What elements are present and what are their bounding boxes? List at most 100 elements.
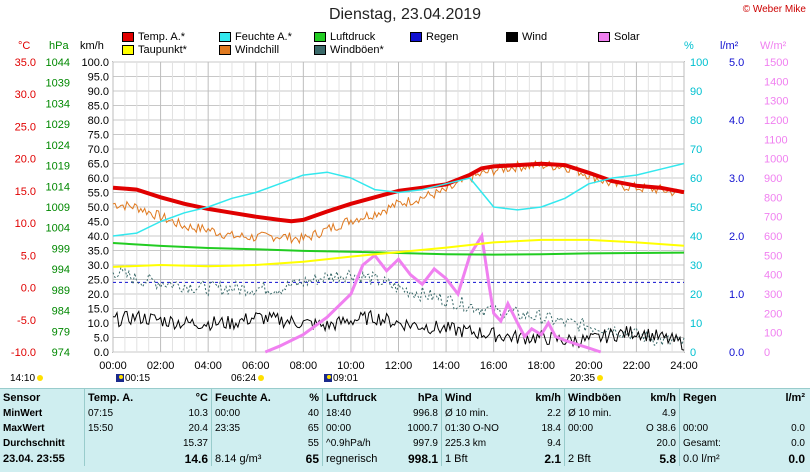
sunset-label: 20:35	[570, 373, 604, 384]
x-tick-label: 02:00	[147, 360, 175, 372]
pressure-tick-label: 999	[52, 243, 70, 255]
weather-chart: 35.0 30.0 25.0 20.0 15.0 10.0 5.0 0.0 -5.0 -10.0 1…	[11, 57, 789, 372]
wind-tick-label: 15.0	[88, 304, 109, 316]
rain-tick-label: 4.0	[729, 115, 744, 127]
header-cell: km/h	[535, 391, 561, 404]
table-cell: Gesamt:	[679, 436, 746, 451]
wind-tick-label: 85.0	[88, 101, 109, 113]
humidity-tick-label: 50	[690, 202, 702, 214]
solar-tick-label: 600	[764, 231, 782, 243]
table-cell: Ø 10 min.	[441, 406, 518, 421]
humidity-tick-label: 60	[690, 173, 702, 185]
legend-item: Windböen*	[314, 44, 384, 56]
legend-item: Regen	[410, 31, 458, 43]
legend-item: Luftdruck	[314, 31, 375, 43]
sunrise-label: 06:24	[231, 373, 265, 384]
pressure-tick-label: 1009	[46, 202, 70, 214]
x-tick-label: 08:00	[290, 360, 318, 372]
rain-tick-label: 3.0	[729, 173, 744, 185]
legend-item: Feuchte A.*	[219, 31, 292, 43]
table-cell: 0.0 l/m²	[679, 451, 746, 466]
humidity-tick-label: 20	[690, 289, 702, 301]
humidity-tick-label: 70	[690, 144, 702, 156]
table-cell: 225.3 km	[441, 436, 518, 451]
table-cell: regnerisch	[322, 451, 393, 466]
table-cell: ^0.9hPa/h	[322, 436, 393, 451]
wind-tick-label: 20.0	[88, 289, 109, 301]
temp-axis-unit: °C	[18, 40, 31, 52]
solar-axis-unit: W/m²	[760, 40, 787, 52]
x-tick-label: 06:00	[242, 360, 270, 372]
header-cell: km/h	[650, 391, 676, 404]
pressure-axis-unit: hPa	[49, 40, 69, 52]
table-cell: 9.4	[547, 438, 561, 449]
pressure-tick-label: 1029	[46, 119, 70, 131]
table-cell: 997.9	[412, 438, 438, 449]
summary-row-current: 23.04. 23:55 14.6 8.14 g/m³ 65 regnerisc…	[0, 451, 808, 466]
rain-tick-label: 2.0	[729, 231, 744, 243]
table-cell: Ø 10 min.	[564, 406, 633, 421]
legend-label: Windböen*	[330, 44, 384, 56]
legend-label: Feuchte A.*	[235, 31, 292, 43]
sun-icon	[258, 375, 265, 382]
table-cell: 15.37	[182, 438, 208, 449]
humidity-tick-label: 0	[690, 347, 696, 359]
table-cell: 10.3	[188, 408, 208, 419]
table-cell: 65	[307, 423, 319, 434]
header-cell: Regen	[679, 389, 746, 406]
legend-item: Taupunkt*	[122, 44, 187, 56]
solar-tick-label: 0	[764, 347, 770, 359]
temp-tick-label: 30.0	[15, 89, 36, 101]
table-cell: 0.0	[791, 438, 805, 449]
legend-swatch	[598, 32, 610, 43]
table-cell: 14.6	[184, 451, 208, 466]
humidity-tick-label: 100	[690, 57, 708, 69]
legend-swatch	[506, 32, 518, 43]
series-line-windchill	[112, 160, 685, 245]
legend-label: Solar	[614, 31, 640, 43]
table-cell: 55	[307, 438, 319, 449]
day-length: 14:10	[10, 373, 44, 384]
legend-swatch	[410, 32, 422, 43]
legend-swatch	[122, 45, 134, 56]
table-cell: 01:30 O-NO	[441, 421, 518, 436]
header-cell: Sensor	[3, 391, 41, 404]
temp-tick-label: 25.0	[15, 121, 36, 133]
humidity-tick-label: 80	[690, 115, 702, 127]
solar-tick-label: 700	[764, 212, 782, 224]
pressure-tick-label: 1024	[46, 140, 70, 152]
wind-tick-label: 80.0	[88, 115, 109, 127]
temp-tick-label: 35.0	[15, 57, 36, 69]
summary-row-max: MaxWert 15:50 20.4 23:35 65 00:00 1000.7…	[0, 421, 808, 436]
solar-tick-label: 100	[764, 328, 782, 340]
wind-tick-label: 45.0	[88, 217, 109, 229]
row-label: MinWert	[3, 408, 43, 419]
x-tick-label: 20:00	[575, 360, 603, 372]
wind-tick-label: 100.0	[81, 57, 109, 69]
humidity-tick-label: 30	[690, 260, 702, 272]
table-cell	[746, 406, 808, 421]
wind-tick-label: 40.0	[88, 231, 109, 243]
temp-tick-label: 15.0	[15, 186, 36, 198]
header-cell: l/m²	[785, 391, 805, 404]
table-cell	[84, 436, 161, 451]
table-cell: 07:15	[84, 406, 161, 421]
humidity-tick-label: 10	[690, 318, 702, 330]
header-cell: Temp. A.	[84, 389, 161, 406]
table-cell	[564, 436, 633, 451]
table-cell: 20.4	[188, 423, 208, 434]
wind-tick-label: 60.0	[88, 173, 109, 185]
x-tick-label: 04:00	[194, 360, 222, 372]
sun-icon	[37, 375, 44, 382]
solar-tick-label: 200	[764, 308, 782, 320]
legend-item: Wind	[506, 31, 547, 43]
table-cell	[211, 436, 288, 451]
table-cell: 40	[307, 408, 319, 419]
chart-title: Dienstag, 23.04.2019	[328, 6, 482, 23]
summary-row-avg: Durchschnitt 15.37 55 ^0.9hPa/h 997.9 22…	[0, 436, 808, 451]
pressure-tick-label: 1044	[46, 57, 70, 69]
legend-label: Regen	[426, 31, 459, 43]
table-cell: 65	[305, 451, 319, 466]
table-cell: 8.14 g/m³	[211, 451, 288, 466]
pressure-tick-label: 984	[52, 306, 70, 318]
